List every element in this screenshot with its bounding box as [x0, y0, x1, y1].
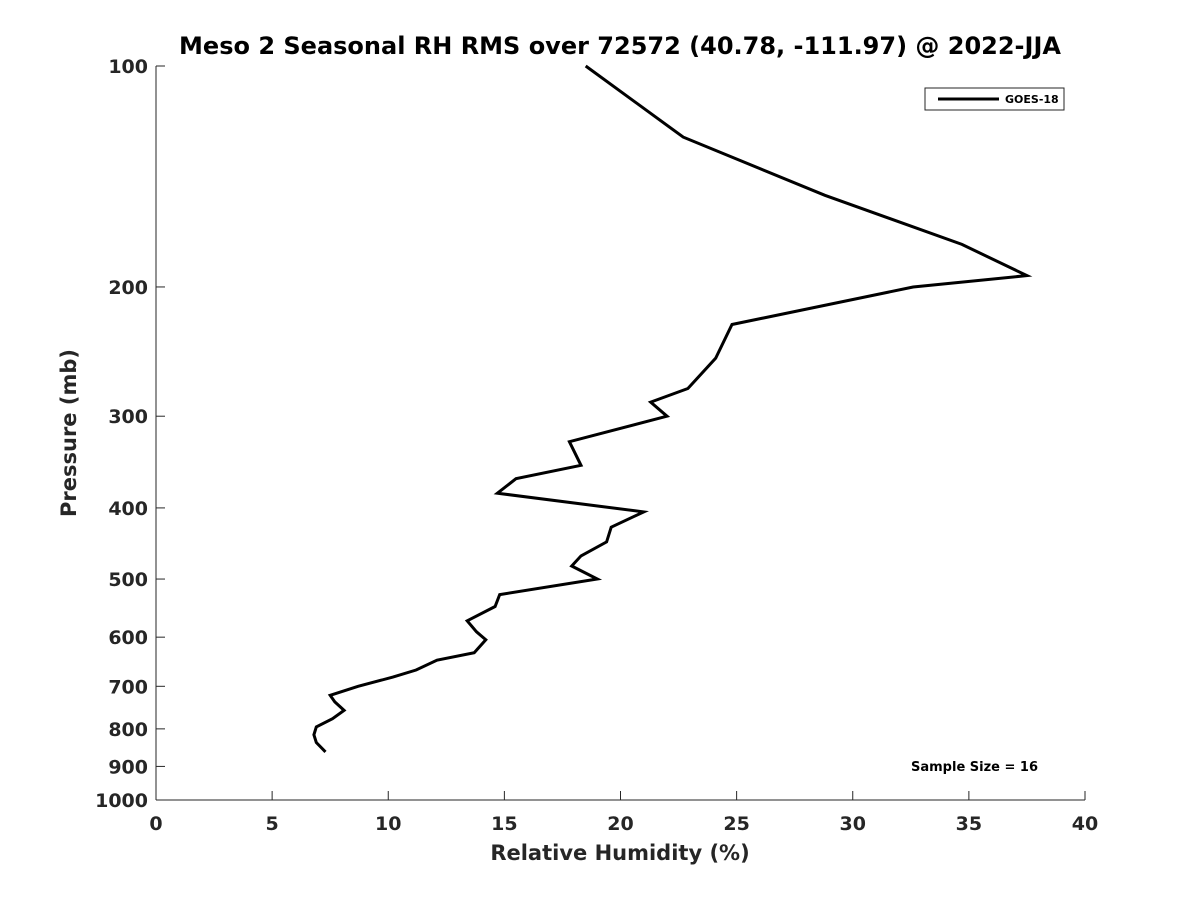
legend: GOES-18	[924, 87, 1065, 111]
y-tick-label: 500	[108, 569, 148, 591]
x-tick-label: 10	[375, 813, 401, 835]
x-tick-label: 15	[491, 813, 517, 835]
y-tick-label: 600	[108, 627, 148, 649]
x-tick-label: 40	[1072, 813, 1098, 835]
x-tick-label: 35	[956, 813, 982, 835]
chart-title: Meso 2 Seasonal RH RMS over 72572 (40.78…	[179, 32, 1061, 60]
y-tick-label: 300	[108, 406, 148, 428]
x-tick-label: 5	[266, 813, 279, 835]
x-tick-label: 20	[607, 813, 633, 835]
y-tick-label: 700	[108, 676, 148, 698]
x-tick-label: 0	[149, 813, 162, 835]
y-tick-label: 200	[108, 277, 148, 299]
y-tick-label: 800	[108, 719, 148, 741]
series-line-goes-18	[312, 64, 1033, 753]
x-axis-label: Relative Humidity (%)	[490, 841, 749, 865]
plot-area	[155, 66, 1085, 801]
y-axis-ticks: 100 200 300 400 500 600 700 800 900 1000	[95, 56, 165, 812]
series-layer	[312, 64, 1033, 753]
legend-label-goes-18: GOES-18	[1005, 93, 1059, 106]
y-tick-label: 900	[108, 756, 148, 778]
y-tick-label: 100	[108, 56, 148, 78]
x-axis-ticks: 0 5 10 15 20 25 30 35 40	[149, 791, 1098, 835]
x-tick-label: 30	[840, 813, 866, 835]
y-tick-label: 1000	[95, 790, 148, 812]
sample-size-annotation: Sample Size = 16	[911, 760, 1038, 775]
x-tick-label: 25	[723, 813, 749, 835]
y-tick-label: 400	[108, 498, 148, 520]
y-axis-label: Pressure (mb)	[57, 349, 81, 517]
